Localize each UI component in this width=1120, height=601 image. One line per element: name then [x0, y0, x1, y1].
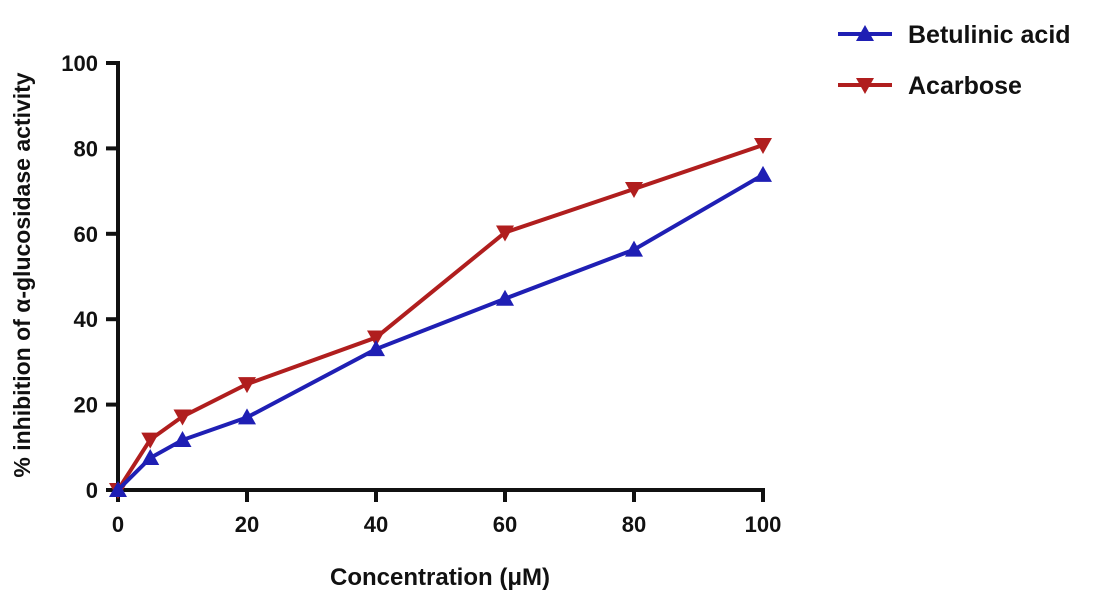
data-point	[141, 448, 160, 465]
y-tick-label: 80	[74, 136, 98, 161]
series-line-betulinic-acid	[116, 173, 765, 492]
series-group	[109, 137, 772, 499]
x-axis-label: Concentration (μM)	[330, 564, 550, 591]
data-point	[238, 377, 256, 394]
data-point	[754, 165, 772, 182]
x-tick-label: 60	[493, 512, 517, 537]
data-point	[367, 340, 385, 357]
data-point	[141, 432, 160, 449]
y-tick-label: 20	[74, 393, 98, 418]
data-point	[754, 137, 772, 154]
data-point	[238, 408, 256, 425]
x-tick-label: 80	[622, 512, 646, 537]
x-tick-label: 40	[364, 512, 388, 537]
data-point	[109, 481, 127, 497]
y-tick-label: 100	[61, 51, 98, 76]
axes	[106, 61, 765, 502]
y-tick-label: 60	[74, 222, 98, 247]
data-point	[173, 409, 192, 426]
data-point	[625, 181, 643, 198]
legend-marker	[856, 78, 874, 94]
legend-label: Acarbose	[908, 72, 1022, 100]
x-tick-label: 0	[112, 512, 124, 537]
x-tick-label: 20	[235, 512, 259, 537]
data-point	[625, 240, 643, 257]
y-tick-label: 40	[74, 307, 98, 332]
data-point	[496, 289, 514, 306]
data-point	[173, 431, 192, 448]
legend: Betulinic acid Acarbose	[838, 21, 1071, 100]
x-tick-label: 100	[745, 512, 782, 537]
tick-labels: 0 20 40 60 80 100 0 20 40 60 80 100	[61, 51, 781, 537]
legend-marker	[856, 25, 874, 41]
y-tick-label: 0	[86, 478, 98, 503]
y-axis-label: % inhibition of α-glucosidase activity	[9, 72, 35, 477]
series-line-acarbose	[116, 143, 764, 492]
legend-label: Betulinic acid	[908, 21, 1071, 49]
data-point	[367, 330, 385, 347]
data-point	[496, 225, 514, 242]
